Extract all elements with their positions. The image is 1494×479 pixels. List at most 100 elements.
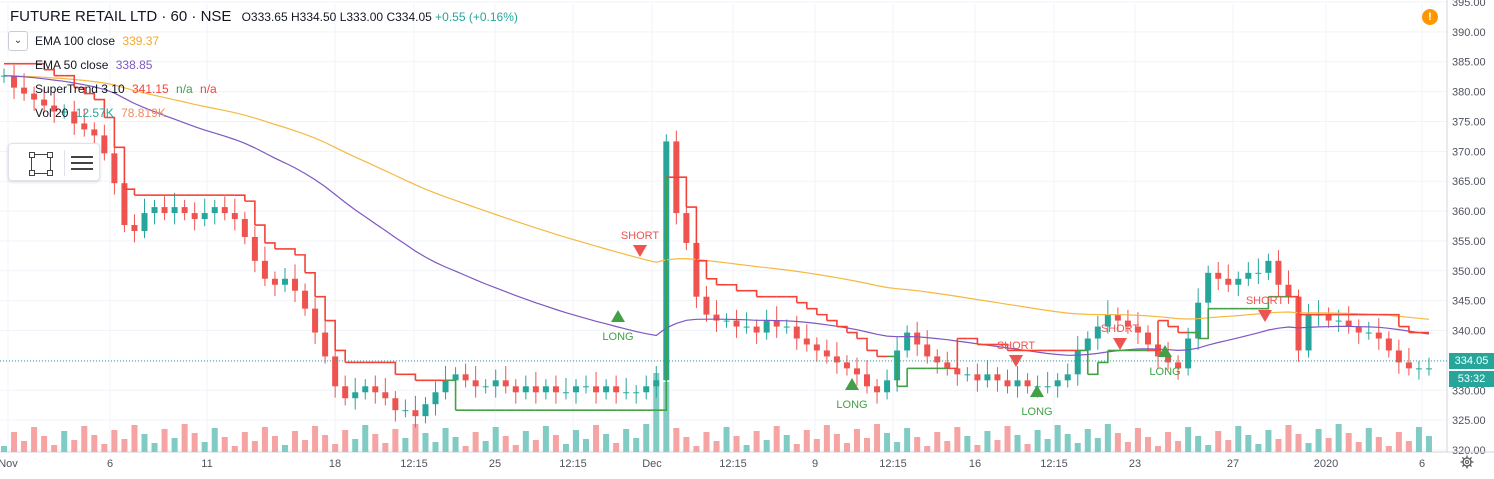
candle-body <box>823 350 830 357</box>
supertrend-segment <box>284 248 296 255</box>
volume-bar <box>1175 441 1182 452</box>
candle-body <box>41 99 48 106</box>
supertrend-segment <box>846 331 858 339</box>
candle-body <box>954 368 961 375</box>
volume-bar <box>432 442 439 452</box>
candle-body <box>1405 362 1412 369</box>
y-tick-label: 325.00 <box>1452 415 1486 427</box>
symbol-header: FUTURE RETAIL LTD · 60 · NSE O333.65 H33… <box>10 8 518 25</box>
symbol-title: FUTURE RETAIL LTD · 60 · NSE <box>10 8 232 25</box>
supertrend-segment <box>104 116 116 148</box>
alert-icon[interactable]: ! <box>1422 9 1438 25</box>
volume-bar <box>151 443 158 452</box>
volume-bar <box>693 446 700 452</box>
low-value: L333.00 <box>339 10 384 24</box>
volume-bar <box>823 425 830 452</box>
supertrend-segment <box>947 338 959 370</box>
indicator-ema100[interactable]: EMA 100 close 339.37 <box>35 34 159 48</box>
y-tick-label: 330.00 <box>1452 385 1486 397</box>
candle-body <box>1215 272 1222 279</box>
candle-body <box>572 386 579 393</box>
x-tick-label: 12:15 <box>879 458 907 470</box>
candle-body <box>1014 380 1021 387</box>
volume-bar <box>904 428 911 452</box>
collapse-legend-button[interactable]: ⌄ <box>8 31 28 51</box>
volume-bar <box>1265 430 1272 452</box>
signal-label: SHORT <box>1246 295 1285 307</box>
volume-bar <box>392 429 399 452</box>
supertrend-segment <box>254 224 266 243</box>
candle-body <box>261 260 268 279</box>
signal-label: SHORT <box>997 340 1036 352</box>
indicator-volume[interactable]: Vol 20 12.57K 78.819K <box>35 106 166 120</box>
candle-body <box>292 278 299 291</box>
candle-body <box>633 392 640 394</box>
supertrend-segment <box>64 74 76 88</box>
supertrend-segment <box>114 146 126 190</box>
volume-bar <box>422 433 429 452</box>
volume-bar <box>683 437 690 452</box>
volume-bar <box>1365 428 1372 452</box>
long-signal-arrow <box>845 378 859 390</box>
signal-label: LONG <box>1021 406 1052 418</box>
candle-body <box>251 236 258 261</box>
volume-bar <box>1185 427 1192 452</box>
supertrend-segment <box>405 373 417 381</box>
change-value: +0.55 (+0.16%) <box>435 10 518 24</box>
supertrend-segment <box>997 343 1009 351</box>
candle-body <box>1255 272 1262 274</box>
volume-bar <box>1054 425 1061 452</box>
volume-bar <box>91 435 98 452</box>
settings-lines-icon[interactable] <box>71 154 93 172</box>
candle-body <box>1044 386 1051 388</box>
last-price-tag: 334.05 <box>1449 353 1494 369</box>
candle-body <box>723 320 730 322</box>
gear-icon[interactable] <box>1460 455 1474 469</box>
volume-bar <box>141 434 148 452</box>
volume-bar <box>352 439 359 452</box>
volume-bar <box>442 428 449 452</box>
y-tick-label: 390.00 <box>1452 27 1486 39</box>
candle-body <box>462 374 469 381</box>
volume-bar <box>653 373 660 452</box>
indicator-ema50[interactable]: EMA 50 close 338.85 <box>35 58 152 72</box>
toolbox-divider <box>64 150 65 176</box>
supertrend-segment <box>74 86 86 94</box>
volume-bar <box>342 430 349 452</box>
rectangle-tool-icon[interactable] <box>29 152 53 176</box>
supertrend-segment <box>244 200 256 226</box>
volume-bar <box>512 445 519 452</box>
volume-bar <box>71 440 78 452</box>
volume-bar <box>1195 436 1202 452</box>
candle-body <box>713 314 720 321</box>
candle-body <box>1054 380 1061 387</box>
candle-body <box>322 332 329 357</box>
candle-body <box>492 380 499 387</box>
candle-body <box>703 296 710 315</box>
volume-bar <box>552 435 559 452</box>
volume-bar <box>1395 432 1402 452</box>
candle-body <box>51 105 58 112</box>
supertrend-segment <box>1388 313 1400 327</box>
volume-bar <box>843 443 850 452</box>
x-tick-label: 16 <box>969 458 981 470</box>
candle-body <box>342 386 349 399</box>
volume-bar <box>803 430 810 452</box>
y-tick-label: 370.00 <box>1452 146 1486 158</box>
volume-bar <box>572 430 579 452</box>
volume-bar <box>161 429 168 452</box>
chevron-down-icon: ⌄ <box>13 35 23 46</box>
volume-bar <box>783 435 790 452</box>
y-tick-label: 365.00 <box>1452 176 1486 188</box>
y-tick-label: 385.00 <box>1452 57 1486 69</box>
candle-body <box>1084 338 1091 351</box>
volume-bar <box>452 437 459 452</box>
supertrend-segment <box>1087 362 1099 376</box>
indicator-supertrend[interactable]: SuperTrend 3 10 341.15 n/a n/a <box>35 82 217 96</box>
x-tick-label: Dec <box>642 458 662 470</box>
candle-body <box>302 290 309 309</box>
candle-body <box>603 386 610 393</box>
x-tick-label: 11 <box>201 458 212 470</box>
